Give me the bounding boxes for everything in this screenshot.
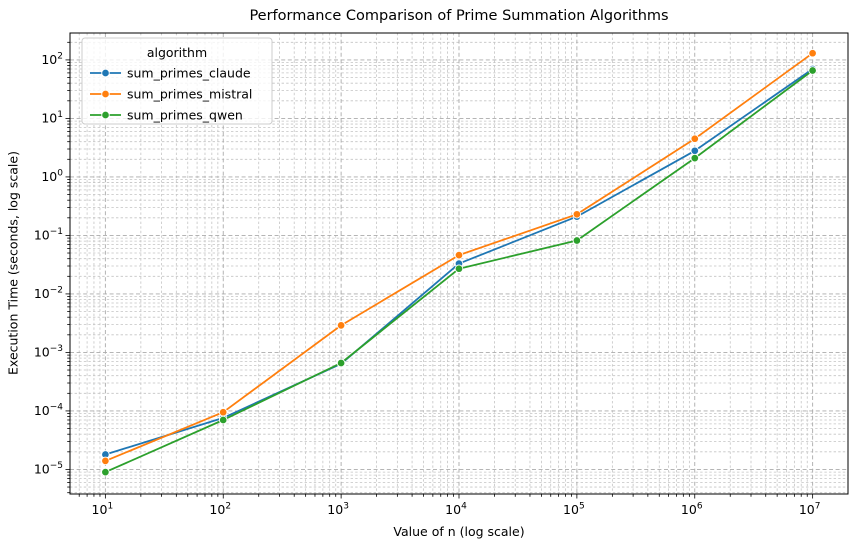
data-point bbox=[101, 467, 110, 477]
tick-label: 105 bbox=[563, 502, 585, 518]
tick-label: 102 bbox=[41, 51, 63, 66]
data-point bbox=[808, 48, 817, 58]
data-point bbox=[218, 407, 228, 417]
data-point bbox=[336, 358, 346, 368]
tick-label: 104 bbox=[445, 502, 467, 518]
legend-label-sum_primes_mistral: sum_primes_mistral bbox=[127, 86, 252, 101]
data-point bbox=[690, 153, 700, 163]
tick-label: 10−4 bbox=[34, 402, 63, 418]
tick-label: 103 bbox=[327, 502, 349, 518]
series-markers-sum_primes_mistral bbox=[101, 48, 817, 466]
legend-swatch-marker bbox=[101, 110, 110, 120]
series-markers-sum_primes_qwen bbox=[101, 66, 817, 477]
data-point bbox=[218, 415, 228, 425]
tick-label: 10−2 bbox=[34, 285, 63, 301]
chart-title: Performance Comparison of Prime Summatio… bbox=[249, 8, 669, 24]
data-point bbox=[572, 210, 582, 219]
data-point bbox=[454, 250, 464, 260]
data-point bbox=[454, 264, 464, 273]
y-tick-labels: 10−5 10−4 10−3 10−2 10−1 100 101 102 bbox=[34, 51, 63, 476]
tick-label: 100 bbox=[41, 168, 63, 184]
legend: algorithm sum_primes_claude sum_primes_mis… bbox=[81, 37, 273, 125]
legend-swatch-marker bbox=[101, 68, 110, 78]
y-axis-label: Execution Time (seconds, log scale) bbox=[5, 151, 21, 375]
tick-label: 101 bbox=[41, 110, 63, 126]
tick-label: 10−3 bbox=[34, 344, 63, 360]
tick-label: 106 bbox=[681, 502, 703, 518]
grid-minor bbox=[70, 33, 848, 494]
tick-label: 107 bbox=[799, 502, 821, 518]
data-point bbox=[336, 321, 346, 330]
x-tick-labels: 101 102 103 104 105 106 107 bbox=[92, 502, 821, 518]
data-point bbox=[572, 236, 582, 245]
legend-swatch-marker bbox=[101, 89, 110, 99]
data-point bbox=[690, 146, 700, 156]
tick-label: 102 bbox=[209, 502, 231, 518]
data-point bbox=[690, 134, 700, 143]
data-point bbox=[808, 66, 817, 75]
legend-box bbox=[81, 37, 273, 125]
tick-label: 10−1 bbox=[34, 227, 63, 243]
data-point bbox=[101, 456, 110, 466]
legend-label-sum_primes_claude: sum_primes_claude bbox=[127, 65, 251, 80]
x-axis-label: Value of n (log scale) bbox=[393, 524, 525, 539]
legend-title: algorithm bbox=[147, 45, 207, 60]
legend-label-sum_primes_qwen: sum_primes_qwen bbox=[127, 107, 243, 122]
tick-label: 10−5 bbox=[34, 461, 63, 477]
tick-label: 101 bbox=[92, 502, 114, 518]
plot-border bbox=[69, 32, 849, 495]
